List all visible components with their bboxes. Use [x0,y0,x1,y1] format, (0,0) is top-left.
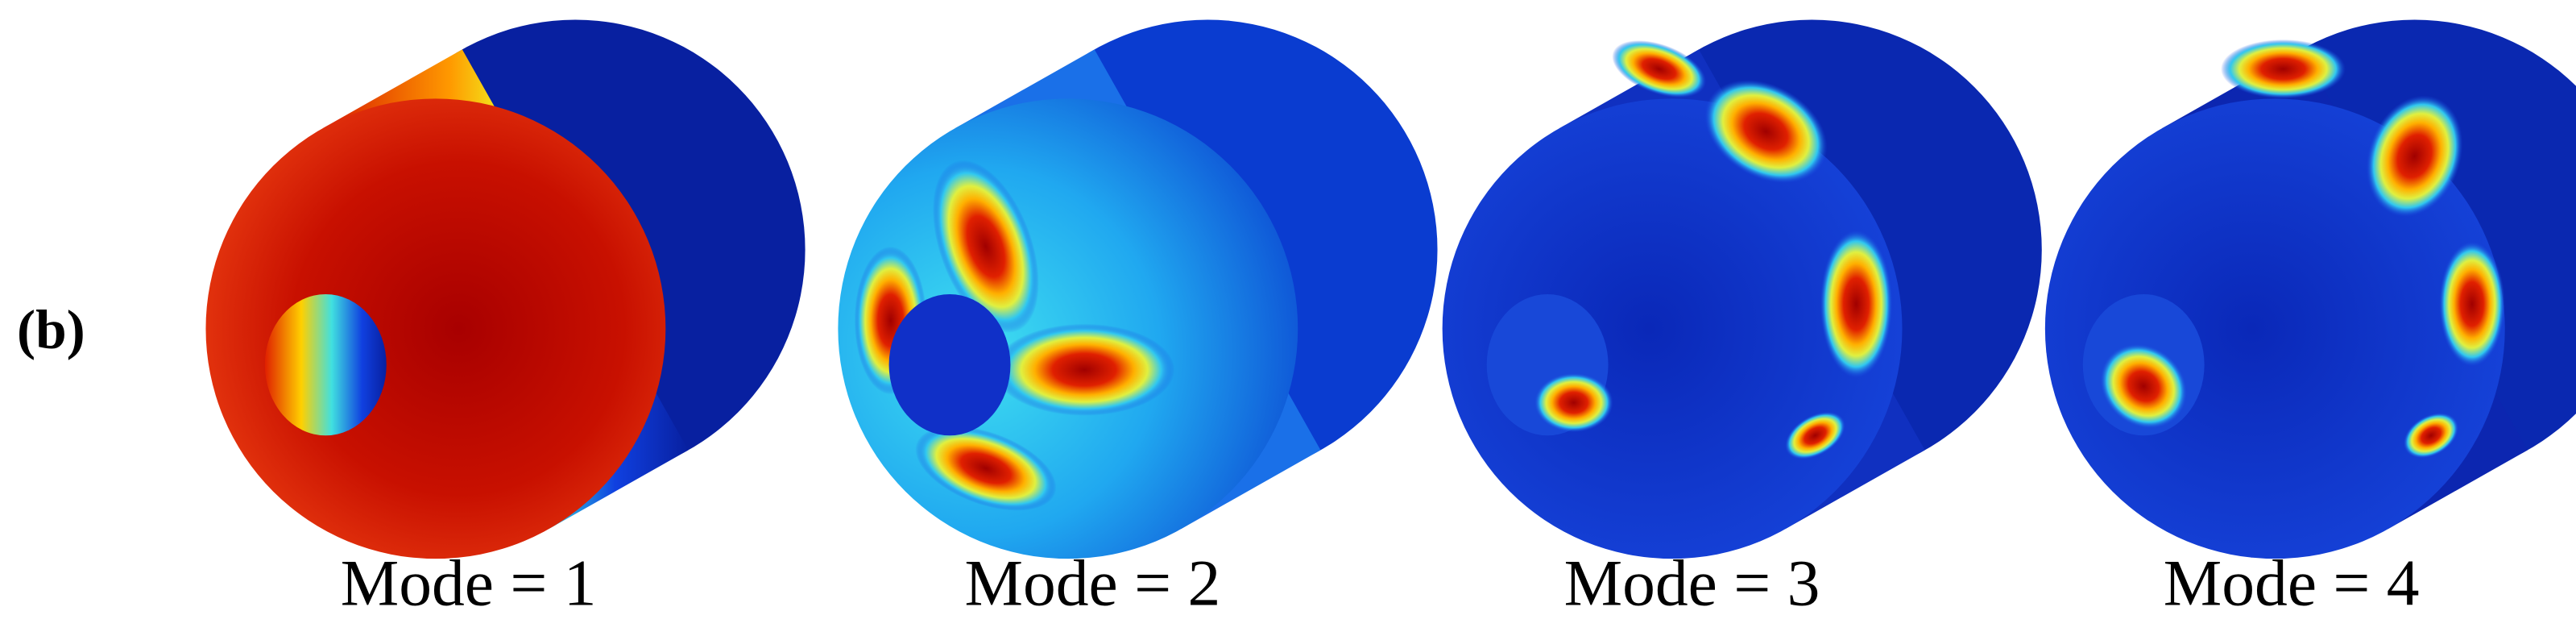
cylinder [838,19,1438,559]
cylinder [205,19,806,559]
hotspot [2439,241,2505,367]
hotspot [1704,80,1828,184]
caption: Mode = 4 [2164,546,2420,619]
panel-label: (b) [17,298,85,360]
hotspot [932,160,1039,333]
hotspot [1612,40,1707,98]
caption: Mode = 2 [964,546,1220,619]
hotspot [2403,413,2459,459]
cylinder [1442,19,2042,559]
hotspot [2366,95,2463,218]
hotspot [994,323,1175,416]
front-face [2044,98,2505,559]
mode-shapes [205,19,2576,559]
front-face [205,98,666,559]
hotspot [1534,372,1613,433]
caption: Mode = 1 [341,546,597,619]
hole [888,293,1011,436]
hotspot [2100,343,2188,429]
hole [264,293,387,436]
hotspot [1785,411,1845,459]
hotspot [2221,39,2346,99]
cylinder [2044,19,2576,559]
hotspot [915,426,1057,511]
hotspot [1820,230,1893,378]
caption: Mode = 3 [1564,546,1820,619]
